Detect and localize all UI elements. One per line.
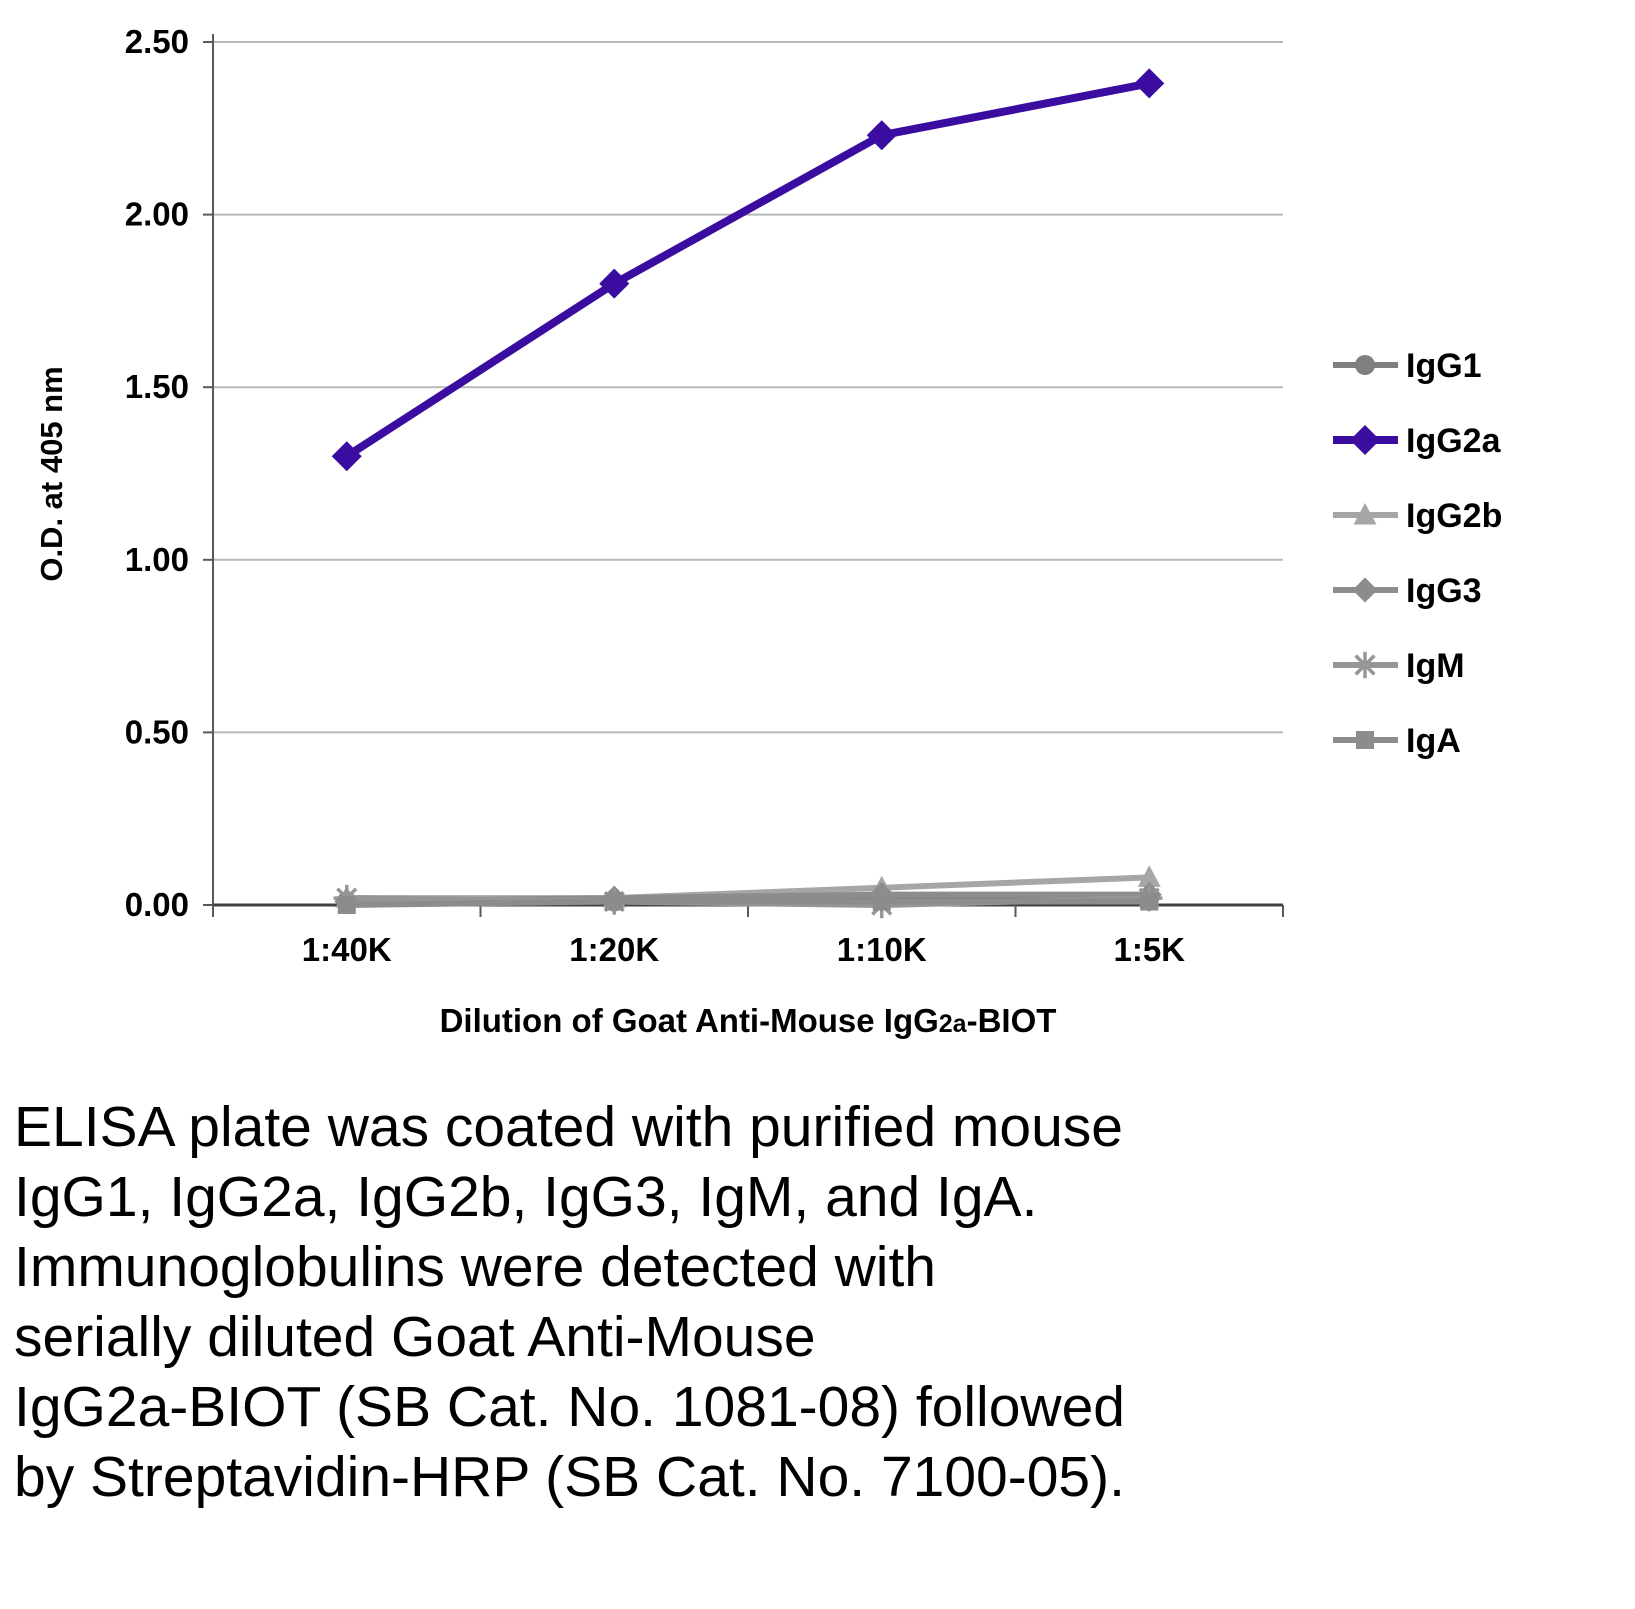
series-marker-IgG2a [1134,68,1165,99]
legend-marker-IgG3 [1352,577,1378,603]
chart-canvas: 0.00 0.50 1.00 1.50 2.00 2.50 1:40K 1:20K 1:10K 1… [34,23,1502,1039]
axes [203,34,1284,917]
x-tick-label: 1:40K [302,931,392,968]
y-tick-label: 1.00 [125,541,189,578]
y-axis-title: O.D. at 405 nm [34,366,69,581]
y-tick-label: 2.00 [125,196,189,233]
caption-line: serially diluted Goat Anti-Mouse [14,1305,816,1369]
series-marker-IgG2a [331,441,362,472]
legend-label-IgM: IgM [1406,647,1465,685]
legend-marker-IgG2b [1353,503,1377,525]
x-axis-title-main: Dilution of Goat Anti-Mouse IgG [440,1002,939,1039]
legend-marker-IgG1 [1355,355,1375,375]
legend-label-IgG3: IgG3 [1406,572,1482,610]
y-tick-label: 2.50 [125,23,189,60]
gridlines [213,41,1283,734]
elisa-line-chart: 0.00 0.50 1.00 1.50 2.00 2.50 1:40K 1:20K 1:10K 1… [34,23,1502,1039]
y-tick-label: 1.50 [125,368,189,405]
y-tick-label: 0.00 [125,886,189,923]
caption-line: IgG1, IgG2a, IgG2b, IgG3, IgM, and IgA. [14,1165,1038,1229]
series-marker-IgA [1140,892,1159,911]
x-tick-label: 1:5K [1113,931,1185,968]
series-marker-IgA [337,896,356,914]
series-line-IgA [343,898,1153,908]
series-marker-IgG2a [866,120,897,151]
x-axis-title-suffix: -BIOT [967,1002,1057,1039]
data-series [331,68,1165,919]
series-marker-IgG2b [1137,865,1161,887]
caption-line: IgG2a-BIOT (SB Cat. No. 1081-08) followe… [14,1375,1125,1439]
x-axis-title: Dilution of Goat Anti-Mouse IgG2a-BIOT [440,1002,1057,1039]
figure-caption: ELISA plate was coated with purified mou… [14,1092,1614,1512]
legend-marker-IgG2a [1350,425,1380,455]
caption-line: ELISA plate was coated with purified mou… [14,1095,1123,1159]
legend-label-IgA: IgA [1406,722,1461,760]
x-axis-title-subscript: 2a [939,1010,968,1038]
legend-label-IgG2b: IgG2b [1406,497,1502,535]
caption-line: Immunoglobulins were detected with [14,1235,936,1299]
tick-labels: 0.00 0.50 1.00 1.50 2.00 2.50 1:40K 1:20K 1:10K 1… [125,23,1185,968]
legend-label-IgG2a: IgG2a [1406,422,1502,460]
legend-marker-IgM [1351,651,1379,679]
series-line-IgG2a [342,79,1154,461]
series-marker-IgA [605,892,624,911]
caption-line: by Streptavidin-HRP (SB Cat. No. 7100-05… [14,1445,1125,1509]
x-tick-label: 1:10K [837,931,927,968]
series-marker-IgA [872,892,891,911]
series-marker-IgG2a [599,268,630,299]
y-tick-label: 0.50 [125,713,189,750]
x-tick-label: 1:20K [569,931,659,968]
legend-label-IgG1: IgG1 [1406,347,1482,385]
chart-legend: IgG1 IgG2a IgG2b IgG3 IgM IgA [1333,347,1502,760]
legend-marker-IgA [1356,731,1374,749]
